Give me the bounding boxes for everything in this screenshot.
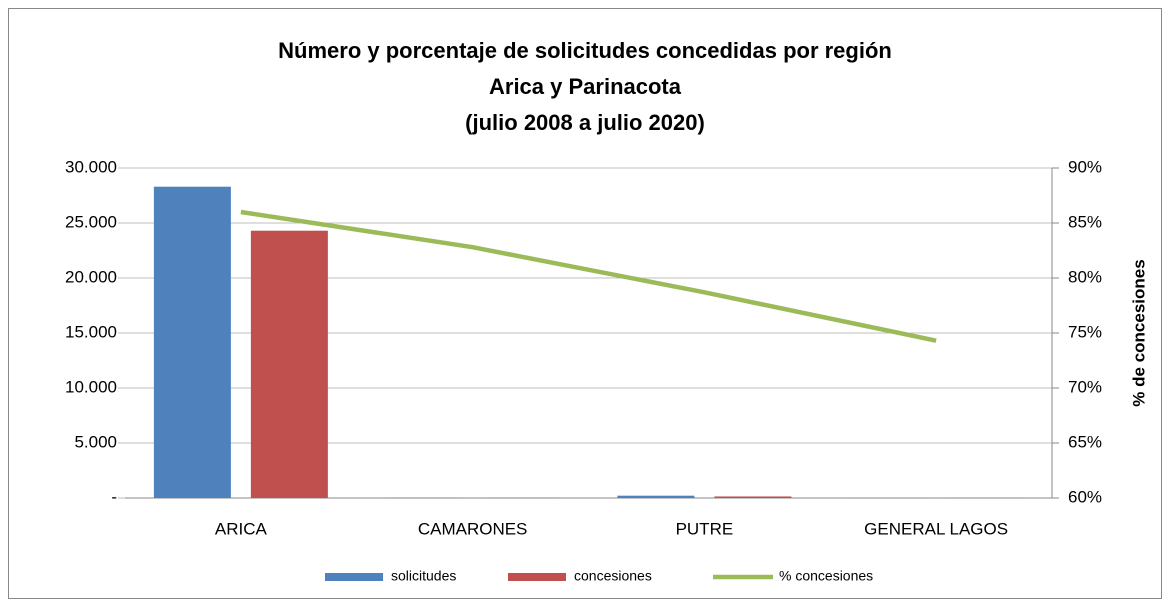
legend-label: % concesiones — [779, 568, 873, 584]
bar — [714, 496, 792, 498]
y2-axis-label: % de concesiones — [1129, 259, 1148, 406]
x-tick-label: GENERAL LAGOS — [864, 519, 1008, 538]
y2-tick-label: 80% — [1068, 267, 1102, 286]
y2-tick-label: 75% — [1068, 322, 1102, 341]
y-tick-label: 5.000 — [74, 432, 117, 451]
chart-title: Arica y Parinacota — [489, 74, 682, 99]
x-tick-label: CAMARONES — [418, 519, 528, 538]
y-tick-label: 30.000 — [65, 157, 117, 176]
y2-tick-label: 65% — [1068, 432, 1102, 451]
y-tick-label: 25.000 — [65, 212, 117, 231]
y-tick-label: 20.000 — [65, 267, 117, 286]
y-tick-label: - — [111, 487, 117, 506]
y-tick-label: 15.000 — [65, 322, 117, 341]
bar — [617, 495, 695, 498]
chart-title: (julio 2008 a julio 2020) — [465, 110, 705, 135]
legend-label: concesiones — [574, 568, 652, 584]
y2-tick-label: 90% — [1068, 157, 1102, 176]
y2-tick-label: 60% — [1068, 487, 1102, 506]
line — [240, 209, 937, 343]
bar — [250, 230, 328, 498]
y-tick-label: 10.000 — [65, 377, 117, 396]
y2-tick-label: 85% — [1068, 212, 1102, 231]
legend-label: solicitudes — [391, 568, 456, 584]
bar — [153, 186, 231, 498]
x-tick-label: PUTRE — [676, 519, 734, 538]
y2-tick-label: 70% — [1068, 377, 1102, 396]
chart-title: Número y porcentaje de solicitudes conce… — [278, 38, 892, 63]
legend-swatch — [508, 573, 566, 581]
x-tick-label: ARICA — [215, 519, 268, 538]
legend-swatch — [325, 573, 383, 581]
